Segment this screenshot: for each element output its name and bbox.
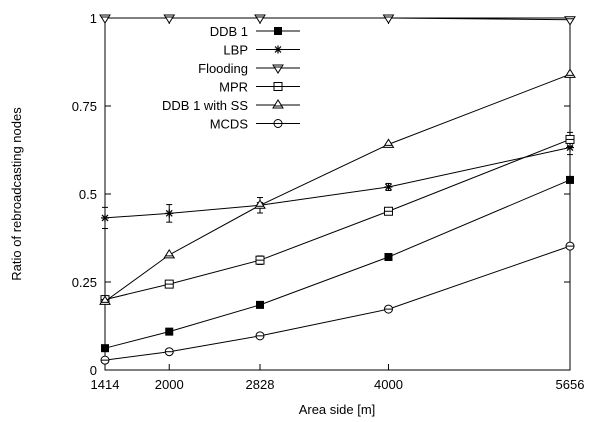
data-point — [165, 327, 174, 336]
data-point — [99, 14, 111, 24]
legend-item: MCDS — [210, 117, 300, 132]
data-point — [255, 255, 265, 265]
legend-swatch-marker — [272, 64, 284, 74]
series-line-lbp — [104, 147, 571, 219]
data-point — [254, 199, 266, 209]
legend-swatch-marker — [274, 45, 282, 54]
x-tick-label: 2000 — [155, 377, 184, 392]
x-axis-title: Area side [m] — [299, 402, 376, 417]
data-point — [383, 304, 393, 314]
legend-item: DDB 1 — [210, 24, 300, 39]
data-point — [382, 14, 395, 24]
y-tick-label: 0.25 — [72, 275, 97, 290]
series-ddb-1 — [101, 175, 574, 353]
y-tick-label: 1 — [90, 11, 97, 26]
legend-swatch-marker — [273, 119, 283, 128]
x-tick-label: 2828 — [246, 377, 275, 392]
legend-item: MPR — [219, 80, 300, 95]
legend-swatch-marker — [273, 82, 283, 91]
data-point — [163, 248, 176, 259]
y-tick-label: 0 — [90, 363, 97, 378]
data-point — [99, 295, 111, 305]
legend-label: DDB 1 — [210, 24, 248, 39]
data-point — [565, 134, 575, 144]
series-mcds — [100, 241, 575, 365]
data-point — [382, 138, 395, 148]
legend-label: LBP — [223, 43, 248, 58]
legend-swatch-marker — [274, 27, 282, 35]
data-point — [566, 175, 574, 184]
data-point — [384, 253, 393, 262]
data-point — [564, 16, 576, 26]
x-tick-label: 1414 — [91, 377, 120, 392]
series-mpr — [100, 131, 575, 305]
data-point — [383, 206, 393, 216]
data-point — [164, 279, 174, 289]
legend-label: DDB 1 with SS — [162, 98, 248, 113]
data-point — [100, 355, 110, 365]
series-flooding — [99, 14, 576, 26]
data-point — [163, 14, 176, 24]
data-point — [255, 331, 265, 341]
data-point — [165, 209, 174, 218]
data-point — [164, 347, 174, 357]
series-lbp — [101, 139, 574, 229]
legend-label: Flooding — [198, 61, 248, 76]
data-point — [101, 344, 109, 353]
y-tick-label: 0.75 — [72, 99, 97, 114]
data-point — [564, 68, 576, 78]
y-tick-label: 0.5 — [79, 187, 97, 202]
data-point — [254, 14, 266, 24]
legend-label: MPR — [219, 80, 248, 95]
data-point — [101, 213, 109, 222]
legend-item: DDB 1 with SS — [162, 98, 300, 113]
legend-swatch-marker — [272, 99, 284, 109]
legend-item: Flooding — [198, 61, 300, 76]
y-axis-title: Ratio of rebroadcasting nodes — [9, 107, 24, 281]
series-line-mcds — [104, 245, 571, 361]
series-line-ddb-1 — [104, 179, 571, 349]
data-point — [565, 241, 575, 251]
series-ddb-1-with-ss — [99, 68, 576, 305]
legend-label: MCDS — [210, 117, 249, 132]
x-tick-label: 5656 — [556, 377, 585, 392]
x-tick-label: 4000 — [374, 377, 403, 392]
data-point — [256, 300, 264, 309]
data-point — [384, 182, 393, 191]
legend-item: LBP — [223, 43, 300, 58]
